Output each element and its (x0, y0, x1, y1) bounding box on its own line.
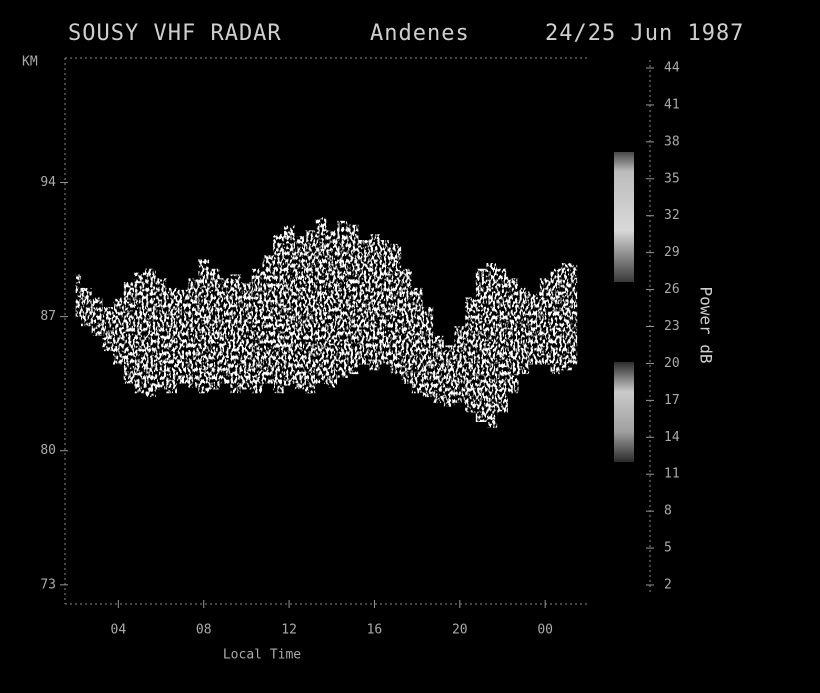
colorbar-tick-label: 32 (664, 208, 680, 223)
echo-column (220, 278, 231, 383)
echo-column (508, 278, 519, 393)
echo-column (188, 278, 199, 387)
echo-column (519, 288, 530, 374)
echo-column (561, 263, 572, 370)
echo-column (465, 297, 476, 412)
colorbar-tick-label: 44 (664, 61, 680, 76)
echo-column (166, 288, 177, 393)
chart: SOUSY VHF RADAR Andenes 24/25 Jun 1987 K… (0, 0, 820, 693)
echo-column (572, 265, 577, 365)
colorbar-tick-label: 35 (664, 171, 680, 186)
echo-column (316, 217, 327, 384)
x-axis-label: Local Time (223, 648, 301, 663)
echo-column (134, 273, 145, 394)
echo-column (454, 326, 465, 403)
date: 24/25 Jun 1987 (545, 21, 744, 46)
colorbar-tick-label: 5 (664, 541, 672, 556)
echo-column (92, 297, 103, 335)
colorbar-tick-label: 14 (664, 430, 680, 445)
colorbar-tick-label: 23 (664, 319, 680, 334)
echo-column (230, 274, 241, 393)
echo-column (294, 236, 305, 389)
y-tick-label: 94 (40, 175, 56, 190)
echo-column (262, 255, 273, 383)
echo-column (145, 269, 156, 397)
echo-column (76, 274, 81, 316)
y-tick-label: 80 (40, 443, 56, 458)
colorbar-tick-label: 2 (664, 578, 672, 593)
echo-column (241, 282, 252, 389)
echo-column (284, 225, 295, 386)
y-axis-label: KM (22, 55, 38, 70)
echo-column (113, 297, 124, 364)
echo-column (380, 240, 391, 365)
echo-column (433, 336, 444, 403)
colorbar-strip (614, 362, 634, 462)
colorbar-tick-label: 8 (664, 504, 672, 519)
echo-column (444, 345, 455, 406)
echo-column (497, 269, 508, 413)
x-tick-label: 16 (367, 623, 383, 638)
page: {"chart_data": { "type": "echo", "title"… (0, 0, 820, 693)
echo-column (198, 259, 209, 393)
echo-column (156, 278, 167, 389)
x-tick-label: 00 (537, 623, 553, 638)
echo-column (476, 269, 487, 422)
echo-column (348, 225, 359, 374)
x-tick-label: 20 (452, 623, 468, 638)
echo-column (273, 234, 284, 393)
echo-column (529, 292, 540, 365)
echo-column (390, 244, 401, 374)
x-tick-label: 12 (281, 623, 297, 638)
echo-column (401, 269, 412, 384)
echo-column (412, 288, 423, 393)
y-tick-label: 87 (40, 309, 56, 324)
echo-column (209, 269, 220, 390)
x-tick-label: 04 (111, 623, 127, 638)
colorbar-tick-label: 38 (664, 134, 680, 149)
colorbar-strip (614, 152, 634, 282)
site: Andenes (370, 21, 470, 46)
colorbar-tick-label: 11 (664, 467, 680, 482)
colorbar-tick-label: 20 (664, 356, 680, 371)
colorbar-tick-label: 41 (664, 97, 680, 112)
echo-column (252, 269, 263, 394)
echo-column (540, 278, 551, 364)
colorbar-tick-label: 26 (664, 282, 680, 297)
echo-column (81, 288, 92, 326)
echo-column (486, 263, 497, 428)
echo-column (369, 234, 380, 370)
echo-column (551, 269, 562, 374)
y-tick-label: 73 (40, 577, 56, 592)
x-tick-label: 08 (196, 623, 212, 638)
echo-column (305, 230, 316, 393)
echo-column (337, 221, 348, 378)
chart-title: SOUSY VHF RADAR (68, 21, 282, 46)
echo-column (326, 230, 337, 387)
echo-column (358, 240, 369, 365)
echo-column (102, 307, 113, 351)
echo-column (422, 307, 433, 397)
echo-column (124, 282, 135, 384)
echo-column (177, 290, 188, 384)
colorbar-tick-label: 17 (664, 393, 680, 408)
colorbar-label: Power dB (697, 286, 716, 363)
colorbar-tick-label: 29 (664, 245, 680, 260)
